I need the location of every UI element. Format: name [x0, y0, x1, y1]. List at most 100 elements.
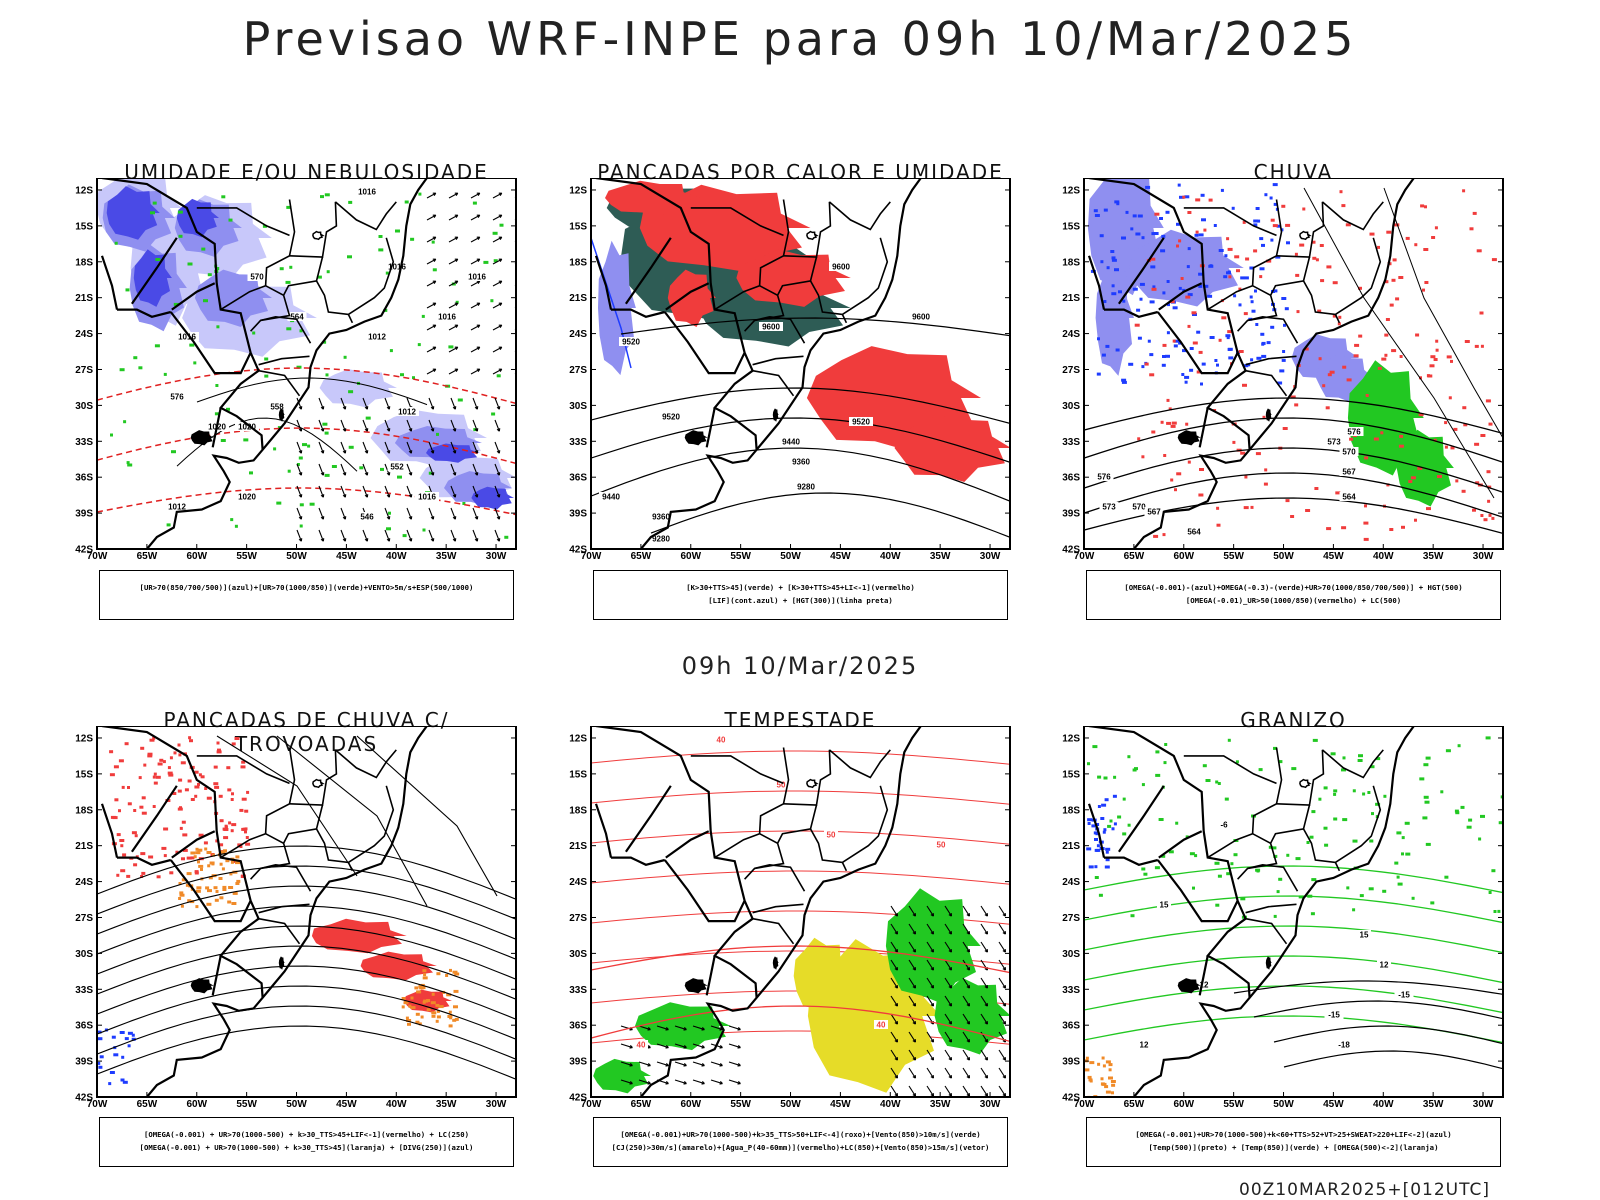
- low-humidity-contour: [378, 235, 383, 238]
- wind-vector: [452, 516, 457, 520]
- omega-red-area: [1198, 350, 1203, 354]
- omega-blue-area: [1137, 336, 1142, 340]
- wind-vector: [890, 1067, 898, 1079]
- wind-vector: [912, 1057, 917, 1061]
- low-humidity-contour: [296, 365, 302, 369]
- state-border: [334, 749, 397, 779]
- omega-blue-area: [1196, 330, 1201, 334]
- state-border: [758, 747, 790, 834]
- omega-blue-area: [1189, 347, 1194, 350]
- omega-red-area: [1429, 364, 1435, 368]
- divergence-area: [109, 1071, 115, 1074]
- low-humidity-contour: [323, 340, 327, 344]
- thunder-orange-area: [229, 872, 233, 876]
- omega-red-area: [1180, 277, 1184, 280]
- state-border: [1245, 903, 1297, 914]
- contour-label-bg: [465, 272, 489, 281]
- thunder-orange-area: [219, 862, 223, 866]
- country-border: [594, 255, 613, 310]
- low-humidity-contour: [264, 357, 269, 361]
- thunder-red-area: [157, 762, 163, 766]
- omega-red-area: [1187, 324, 1191, 328]
- contour-label-bg: [1099, 502, 1119, 511]
- lat-tick-label: 30S: [1062, 401, 1080, 412]
- omega-red-area: [1195, 230, 1199, 234]
- omega-red-area: [1253, 249, 1258, 253]
- thunder-red-area: [153, 781, 158, 785]
- country-border: [1104, 308, 1159, 318]
- thunder-orange-area: [431, 1011, 437, 1015]
- thunder-red-area: [161, 846, 167, 850]
- omega-blue-area: [1105, 344, 1110, 348]
- thunder-orange-area: [195, 847, 199, 851]
- wind-vector: [926, 923, 934, 935]
- thunder-orange-area: [206, 851, 212, 854]
- temp850-contour: [1419, 777, 1425, 781]
- temp850-contour: [1214, 861, 1220, 865]
- omega500-area: [1108, 1076, 1113, 1080]
- lat-tick-label: 21S: [1062, 293, 1080, 304]
- lat-tick-label: 21S: [569, 841, 587, 852]
- thunder-red-area: [224, 825, 228, 829]
- state-border: [783, 201, 832, 258]
- wind-vector: [890, 995, 898, 1007]
- wind-vector: [683, 1081, 687, 1085]
- wind-vector: [998, 1013, 1006, 1025]
- contour-label-bg: [874, 1020, 888, 1029]
- wind-vector: [894, 1093, 899, 1097]
- lat-tick-label: 15S: [1062, 221, 1080, 232]
- omega-blue-area: [1276, 224, 1281, 228]
- omega500-area: [1111, 1091, 1114, 1095]
- wind-vector: [521, 193, 522, 196]
- low-humidity-contour: [279, 267, 284, 271]
- wind-vector: [432, 280, 437, 285]
- lat-tick-label: 39S: [1062, 509, 1080, 520]
- omega-red-area: [1450, 446, 1455, 450]
- omega-red-area: [1339, 190, 1343, 194]
- contour-label: 576: [1097, 473, 1111, 482]
- state-border: [282, 256, 324, 296]
- thunder-red-area: [139, 805, 144, 809]
- low-humidity-contour: [448, 345, 454, 349]
- hgt500-contour: [1084, 472, 1503, 518]
- omega-blue-area: [1214, 359, 1218, 362]
- wind-vector: [944, 995, 952, 1007]
- state-border: [1183, 207, 1277, 237]
- wind-vector: [364, 406, 369, 410]
- wind-vector: [342, 472, 347, 476]
- wind-vector: [948, 967, 953, 971]
- wind-vector: [656, 1061, 669, 1067]
- thunder-red-area: [141, 871, 146, 875]
- country-border: [1087, 255, 1106, 310]
- legend-line: [CJ(250)>30m/s](amarelo)+[Agua_P(40-60mm…: [611, 1143, 990, 1152]
- wind-vector: [908, 1049, 916, 1061]
- thunder-orange-area: [401, 997, 406, 1000]
- pressure-contour: [196, 377, 428, 406]
- lat-tick-label: 21S: [1062, 841, 1080, 852]
- temp850-contour: [1192, 886, 1195, 890]
- contour-label-bg: [175, 332, 199, 341]
- lon-tick-label: 65W: [1124, 1099, 1145, 1110]
- map-group: 1016101610161016102010161020101210121016…: [75, 178, 522, 562]
- wind-vector: [629, 1081, 633, 1085]
- omega-red-area: [1405, 236, 1410, 240]
- contour-label: 9360: [792, 458, 810, 467]
- omega-red-area: [1363, 521, 1369, 525]
- temp850-contour: [1369, 839, 1374, 843]
- temp850-contour: [1318, 797, 1322, 801]
- temp850-contour: [1122, 797, 1126, 801]
- contour-label: 564: [1342, 493, 1356, 502]
- contour-label: 9600: [912, 313, 930, 322]
- wind-vector: [296, 485, 302, 498]
- temp850-contour: [1312, 738, 1318, 742]
- wind-vector: [944, 977, 952, 989]
- low-humidity-contour: [243, 438, 249, 442]
- wind-vector: [890, 923, 898, 935]
- state-border: [315, 237, 395, 316]
- omega-red-area: [1266, 259, 1272, 263]
- temp850-contour: [1143, 872, 1148, 876]
- state-border: [289, 749, 338, 806]
- thunder-red-area: [156, 875, 161, 879]
- wind-vector: [998, 977, 1006, 989]
- omega-blue-area: [1135, 232, 1141, 236]
